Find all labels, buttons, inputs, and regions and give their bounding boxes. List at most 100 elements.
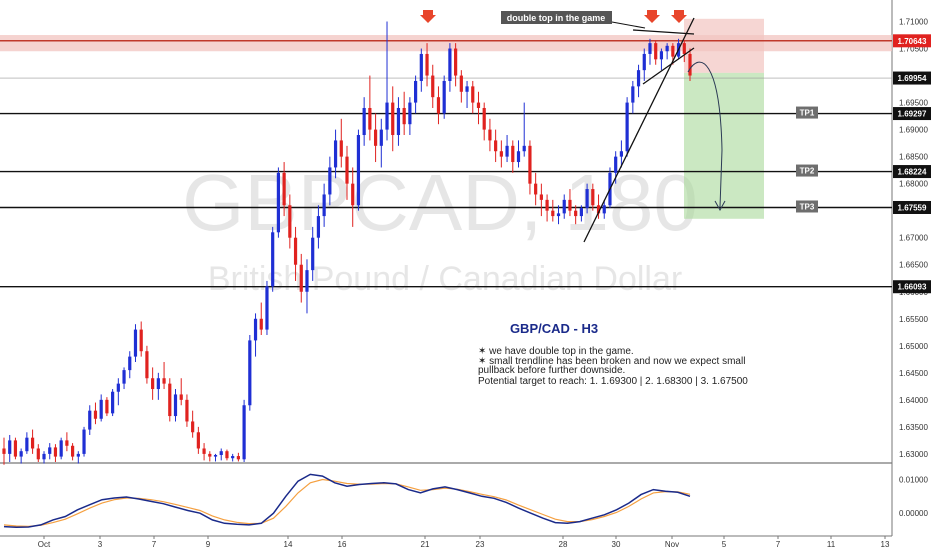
time-tick-label: 30 xyxy=(612,540,621,549)
time-axis[interactable]: Oct 3 7 9 14 16 21 23 28 30 Nov 5 7 11 13 xyxy=(38,536,890,549)
price-tick-label: 1.65500 xyxy=(899,315,928,324)
time-tick-label: 9 xyxy=(206,540,211,549)
candle-body xyxy=(191,421,195,433)
candle-body xyxy=(574,210,578,217)
price-tick-label: 1.68500 xyxy=(899,153,928,162)
candle-body xyxy=(156,378,160,390)
price-tag-box xyxy=(893,107,931,121)
candle-body xyxy=(671,45,675,57)
price-tag-box xyxy=(893,71,931,85)
candle-body xyxy=(145,351,149,379)
oscillator-pane: 0.01000 0.00000 xyxy=(3,473,928,529)
price-tag-label: 1.69297 xyxy=(898,110,927,119)
candle-body xyxy=(522,145,526,152)
candle-body xyxy=(259,318,263,330)
tp-label: TP3 xyxy=(800,202,815,211)
candle-body xyxy=(356,135,361,206)
name-watermark: British Pound / Canadian Dollar xyxy=(208,260,682,298)
price-tag-label: 1.70643 xyxy=(898,37,927,46)
annotation-label: double top in the game xyxy=(507,13,606,23)
candles-layer xyxy=(2,21,692,465)
candle-body xyxy=(93,410,98,419)
note-line: ✶ small trendline has been broken and no… xyxy=(478,356,745,367)
candle-body xyxy=(99,399,103,419)
candle-body xyxy=(53,447,58,457)
candle-body xyxy=(471,86,475,103)
double-top-line xyxy=(632,29,695,35)
down-arrow-icon xyxy=(420,10,436,23)
candle-body xyxy=(648,43,652,54)
candle-body xyxy=(436,97,441,114)
time-tick-label: 28 xyxy=(559,540,568,549)
candle-body xyxy=(665,45,669,52)
tp-label: TP1 xyxy=(800,109,815,118)
projection-path xyxy=(687,61,723,208)
candle-body xyxy=(282,172,286,206)
note-title: GBP/CAD - H3 xyxy=(510,321,598,336)
candle-body xyxy=(414,80,418,103)
candle-body xyxy=(345,156,349,184)
candle-body xyxy=(122,370,126,384)
candle-body xyxy=(276,172,280,233)
price-tag-label: 1.67559 xyxy=(898,203,927,212)
price-tick-label: 1.66500 xyxy=(899,261,928,270)
price-tag-label: 1.68224 xyxy=(898,168,927,177)
candle-body xyxy=(351,183,355,206)
candle-body xyxy=(562,199,566,214)
candle-body xyxy=(636,70,641,87)
time-tick-label: Nov xyxy=(665,540,679,549)
candle-body xyxy=(654,43,658,60)
candle-body xyxy=(265,286,269,330)
candle-body xyxy=(225,451,229,459)
candle-body xyxy=(488,129,492,141)
time-tick-label: 21 xyxy=(421,540,430,549)
candle-body xyxy=(442,80,446,114)
down-arrow-icon xyxy=(644,10,660,23)
candle-body xyxy=(128,356,132,371)
down-arrow-icon xyxy=(671,10,687,23)
price-tick-label: 1.64000 xyxy=(899,396,928,405)
target-zone xyxy=(684,72,764,219)
candle-body xyxy=(459,75,463,92)
candle-body xyxy=(139,329,143,352)
candle-body xyxy=(333,140,338,168)
oscillator-tick-label: 0.01000 xyxy=(899,475,928,484)
candle-body xyxy=(105,399,109,414)
candle-body xyxy=(36,448,40,460)
candle-body xyxy=(305,270,309,292)
candle-body xyxy=(59,440,63,457)
candle-body xyxy=(631,86,635,103)
price-axis[interactable]: 1.710001.705001.700001.695001.690001.685… xyxy=(893,18,931,459)
background-layer xyxy=(0,0,893,537)
candle-body xyxy=(65,440,69,446)
candle-body xyxy=(534,183,538,195)
candle-body xyxy=(30,437,35,449)
candle-body xyxy=(431,75,435,98)
candle-body xyxy=(111,391,115,414)
oscillator-fast-line xyxy=(3,473,691,529)
candle-body xyxy=(528,145,532,184)
candle-body xyxy=(659,51,664,60)
candle-body xyxy=(396,107,401,136)
candle-body xyxy=(642,53,646,71)
price-tick-label: 1.64500 xyxy=(899,369,928,378)
candle-body xyxy=(682,43,686,54)
oscillator-tick-label: 0.00000 xyxy=(899,509,928,518)
candle-body xyxy=(185,399,189,422)
candle-body xyxy=(242,405,246,460)
price-tick-label: 1.68000 xyxy=(899,180,928,189)
time-tick-label: 7 xyxy=(152,540,157,549)
candle-body xyxy=(82,429,86,454)
stop-zone xyxy=(684,18,764,73)
candle-body xyxy=(568,199,572,211)
candle-body xyxy=(579,207,583,217)
candle-body xyxy=(454,48,458,76)
time-tick-label: 13 xyxy=(881,540,890,549)
candle-body xyxy=(585,189,589,208)
candle-body xyxy=(133,329,138,357)
price-tag-box xyxy=(893,165,931,179)
candle-body xyxy=(19,451,23,457)
candle-body xyxy=(231,456,235,459)
candle-body xyxy=(173,394,178,417)
